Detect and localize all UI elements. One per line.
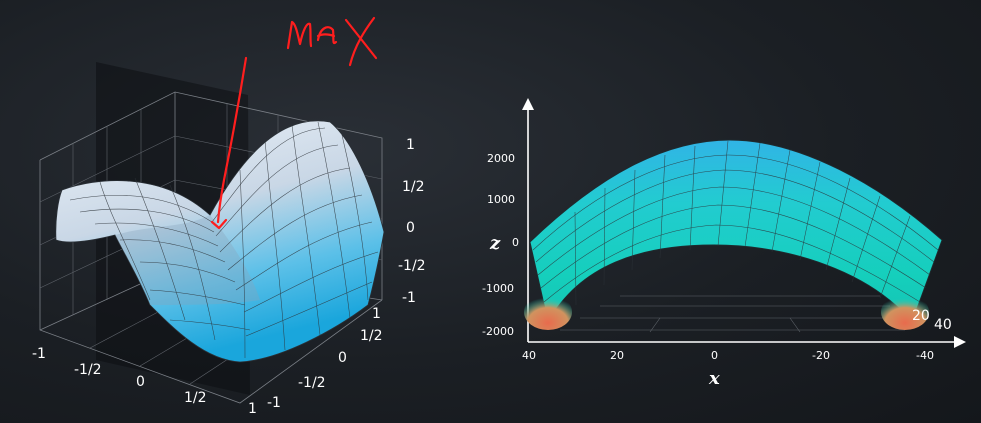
left-y-ticks: -1 -1/2 0 1/2 1 bbox=[267, 306, 383, 411]
right-z-ticks: 2000 1000 0 -1000 -2000 bbox=[482, 152, 519, 338]
saddle-surface bbox=[55, 120, 385, 363]
x-tick: 1/2 bbox=[184, 390, 207, 406]
y-tick: -1 bbox=[267, 395, 281, 411]
x-tick: -40 bbox=[916, 349, 934, 362]
z-axis-label: z bbox=[489, 233, 501, 254]
z-tick: -1 bbox=[402, 290, 416, 306]
x-tick: 0 bbox=[136, 374, 145, 390]
z-tick: -1000 bbox=[482, 282, 514, 295]
arch-foot-right bbox=[881, 294, 929, 330]
y-tick: 1/2 bbox=[360, 328, 383, 344]
left-z-ticks: 1 1/2 0 -1/2 -1 bbox=[398, 137, 426, 306]
left-x-ticks: -1 -1/2 0 1/2 1 bbox=[32, 346, 257, 417]
x-axis-label: x bbox=[708, 368, 720, 389]
y-tick: 0 bbox=[338, 350, 347, 366]
arch-surface-plot: z x 2000 1000 0 -1000 -2000 40 20 0 -20 … bbox=[482, 98, 966, 389]
z-tick: 1 bbox=[406, 137, 415, 153]
arch-mesh bbox=[532, 140, 939, 306]
saddle-shading bbox=[115, 215, 260, 305]
x-tick: -1/2 bbox=[74, 362, 102, 378]
z-tick: -2000 bbox=[482, 325, 514, 338]
x-axis-arrowhead bbox=[954, 336, 966, 348]
floor-grid bbox=[560, 295, 905, 333]
annotation-handwriting bbox=[286, 16, 378, 67]
x-tick: 20 bbox=[610, 349, 624, 362]
z-tick: 1/2 bbox=[402, 179, 425, 195]
annotation-arrowhead bbox=[210, 218, 228, 230]
saddle-surface-plot: -1 -1/2 0 1/2 1 -1 -1/2 0 1/2 1 1 1/2 0 … bbox=[32, 62, 426, 417]
x-tick: -1 bbox=[32, 346, 46, 362]
arch-surface bbox=[529, 139, 943, 324]
annotation-label: max bbox=[290, 19, 351, 52]
depth-tick: 20 bbox=[912, 308, 930, 324]
z-tick: 0 bbox=[512, 236, 519, 249]
depth-tick: 40 bbox=[934, 317, 952, 333]
arch-foot-left bbox=[524, 294, 572, 330]
z-axis-arrowhead bbox=[522, 98, 534, 110]
right-depth-ticks: 20 40 bbox=[912, 308, 952, 333]
annotation-arrow-line bbox=[216, 56, 248, 224]
z-tick: -1/2 bbox=[398, 258, 426, 274]
saddle-mesh bbox=[69, 121, 379, 359]
x-tick: -20 bbox=[812, 349, 830, 362]
z-tick: 0 bbox=[406, 220, 415, 236]
x-tick: 40 bbox=[522, 349, 536, 362]
z-tick: 1000 bbox=[487, 193, 515, 206]
x-tick: 1 bbox=[248, 401, 257, 417]
x-tick: 0 bbox=[711, 349, 718, 362]
right-x-ticks: 40 20 0 -20 -40 bbox=[522, 349, 934, 362]
y-tick: -1/2 bbox=[298, 375, 326, 391]
max-annotation: max bbox=[210, 16, 378, 230]
z-tick: 2000 bbox=[487, 152, 515, 165]
y-tick: 1 bbox=[372, 306, 381, 322]
